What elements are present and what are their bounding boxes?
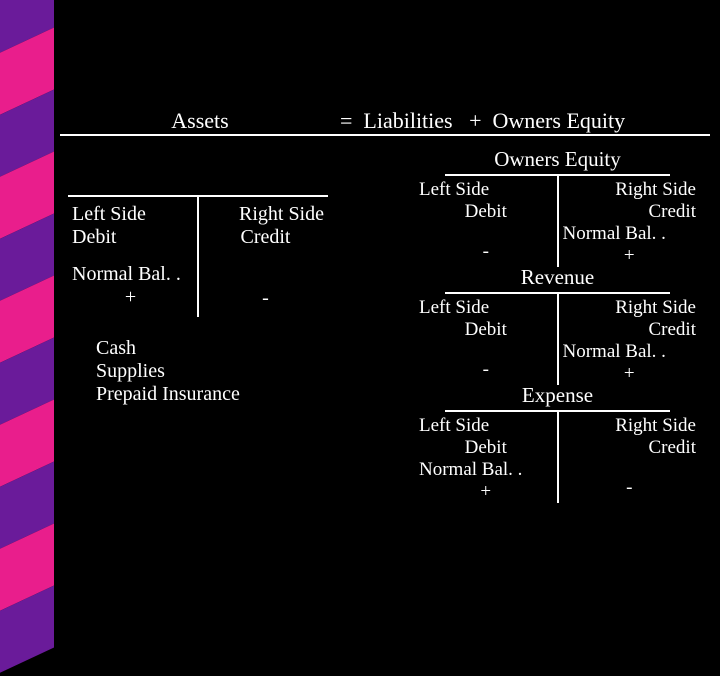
oe-minus: - <box>419 241 553 263</box>
assets-debit-label: Debit <box>72 226 189 249</box>
list-item: Cash <box>96 337 328 360</box>
assets-plus: + <box>72 286 189 309</box>
rev-right-side: Right Side <box>563 297 697 319</box>
exp-credit: Credit <box>563 437 697 459</box>
accounting-equation: Assets = Liabilities + Owners Equity <box>60 108 710 136</box>
exp-plus: + <box>419 481 553 503</box>
exp-left-side: Left Side <box>419 415 553 437</box>
assets-right-side-label: Right Side <box>207 203 324 226</box>
exp-right-side: Right Side <box>563 415 697 437</box>
decorative-stripes <box>0 0 55 540</box>
exp-normal: Normal Bal. . <box>419 459 553 481</box>
equation-assets: Assets <box>60 108 340 136</box>
assets-examples-list: Cash Supplies Prepaid Insurance <box>68 337 328 406</box>
rev-credit: Credit <box>563 319 697 341</box>
assets-normal-balance: Normal Bal. . <box>72 263 189 286</box>
owners-equity-title: Owners Equity <box>445 145 670 176</box>
exp-minus: - <box>563 477 697 499</box>
expense-title: Expense <box>445 381 670 412</box>
revenue-title: Revenue <box>445 263 670 294</box>
exp-debit: Debit <box>419 437 553 459</box>
oe-plus: + <box>563 245 697 267</box>
rev-plus: + <box>563 363 697 385</box>
assets-minus: - <box>207 287 324 310</box>
equation-liabilities-equity: = Liabilities + Owners Equity <box>340 108 710 136</box>
list-item: Supplies <box>96 360 328 383</box>
oe-normal: Normal Bal. . <box>563 223 697 245</box>
list-item: Prepaid Insurance <box>96 383 328 406</box>
rev-normal: Normal Bal. . <box>563 341 697 363</box>
expense-t-account: Left Side Debit Normal Bal. . + Right Si… <box>415 412 700 503</box>
assets-credit-label: Credit <box>207 226 324 249</box>
assets-t-account: Left Side Debit Normal Bal. . + Right Si… <box>68 195 328 406</box>
owners-equity-t-account: Left Side Debit - Right Side Credit Norm… <box>415 176 700 267</box>
equity-sections: Owners Equity Left Side Debit - Right Si… <box>415 145 700 503</box>
rev-minus: - <box>419 359 553 381</box>
revenue-t-account: Left Side Debit - Right Side Credit Norm… <box>415 294 700 385</box>
oe-credit: Credit <box>563 201 697 223</box>
oe-right-side: Right Side <box>563 179 697 201</box>
rev-left-side: Left Side <box>419 297 553 319</box>
assets-left-side-label: Left Side <box>72 203 189 226</box>
oe-left-side: Left Side <box>419 179 553 201</box>
rev-debit: Debit <box>419 319 553 341</box>
oe-debit: Debit <box>419 201 553 223</box>
